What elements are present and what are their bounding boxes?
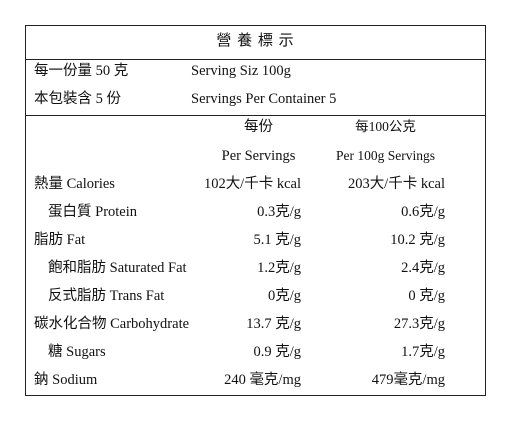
nutrition-label: 營 養 標 示 每份 每100公克 Per Servings Per 100g …	[25, 25, 486, 396]
column-header: 每100公克	[355, 119, 416, 134]
per-serving-value: 0.3克/g	[257, 204, 301, 220]
nutrient-name: 反式脂肪 Trans Fat	[48, 288, 165, 304]
divider	[26, 59, 485, 60]
column-header: Per Servings	[221, 148, 296, 164]
per-100g-value: 10.2 克/g	[390, 232, 445, 248]
serving-value: Servings Per Container 5	[191, 91, 337, 107]
per-100g-value: 479毫克/mg	[371, 372, 445, 388]
per-100g-value: 0 克/g	[408, 288, 445, 304]
per-100g-value: 27.3克/g	[393, 316, 445, 332]
serving-label: 本包裝含 5 份	[34, 91, 121, 107]
per-100g-value: 203大/千卡 kcal	[347, 176, 445, 192]
per-serving-value: 102大/千卡 kcal	[203, 176, 301, 192]
per-serving-value: 0克/g	[267, 288, 301, 304]
nutrient-name: 脂肪 Fat	[34, 232, 86, 248]
per-serving-value: 1.2克/g	[257, 260, 301, 276]
column-header: 每份	[244, 119, 273, 135]
nutrient-name: 糖 Sugars	[48, 344, 106, 360]
nutrient-name: 蛋白質 Protein	[48, 204, 138, 220]
per-serving-value: 5.1 克/g	[253, 232, 301, 248]
per-100g-value: 2.4克/g	[401, 260, 445, 276]
per-serving-value: 240 毫克/mg	[224, 372, 301, 388]
per-serving-value: 0.9 克/g	[253, 344, 301, 360]
per-serving-value: 13.7 克/g	[246, 316, 301, 332]
divider	[26, 115, 485, 116]
label-title: 營 養 標 示	[216, 33, 295, 49]
nutrient-name: 飽和脂肪 Saturated Fat	[48, 260, 187, 276]
column-header: Per 100g Servings	[336, 148, 435, 163]
serving-label: 每一份量 50 克	[34, 63, 129, 79]
nutrient-name: 鈉 Sodium	[34, 372, 98, 388]
serving-value: Serving Siz 100g	[191, 63, 291, 79]
nutrient-name: 熱量 Calories	[34, 176, 115, 192]
per-100g-value: 0.6克/g	[401, 204, 445, 220]
per-100g-value: 1.7克/g	[401, 344, 445, 360]
nutrient-name: 碳水化合物 Carbohydrate	[34, 316, 190, 332]
